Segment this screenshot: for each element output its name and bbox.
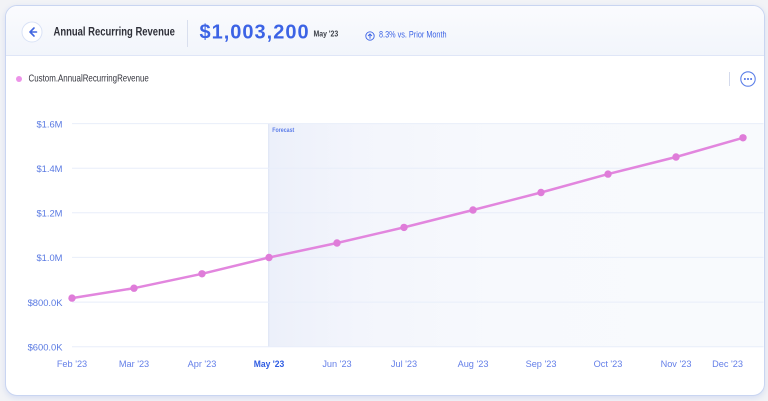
svg-text:$1.2M: $1.2M <box>36 208 62 219</box>
svg-text:$600.0K: $600.0K <box>28 342 64 353</box>
svg-text:Mar '23: Mar '23 <box>119 359 149 369</box>
svg-text:Jul '23: Jul '23 <box>391 359 417 369</box>
svg-text:Apr '23: Apr '23 <box>188 359 217 369</box>
svg-text:$1.6M: $1.6M <box>36 118 62 129</box>
svg-text:Dec '23: Dec '23 <box>712 359 743 369</box>
svg-text:May '23: May '23 <box>254 359 285 369</box>
svg-text:Sep '23: Sep '23 <box>526 359 557 369</box>
svg-text:Oct '23: Oct '23 <box>594 359 623 369</box>
svg-text:$1.0M: $1.0M <box>36 252 62 263</box>
svg-text:Feb '23: Feb '23 <box>57 359 87 369</box>
svg-text:Nov '23: Nov '23 <box>661 359 692 369</box>
svg-text:$800.0K: $800.0K <box>28 297 64 308</box>
svg-text:Jun '23: Jun '23 <box>322 359 351 369</box>
svg-text:Forecast: Forecast <box>272 127 295 134</box>
svg-text:Aug '23: Aug '23 <box>458 359 489 369</box>
svg-text:$1.4M: $1.4M <box>36 163 62 174</box>
